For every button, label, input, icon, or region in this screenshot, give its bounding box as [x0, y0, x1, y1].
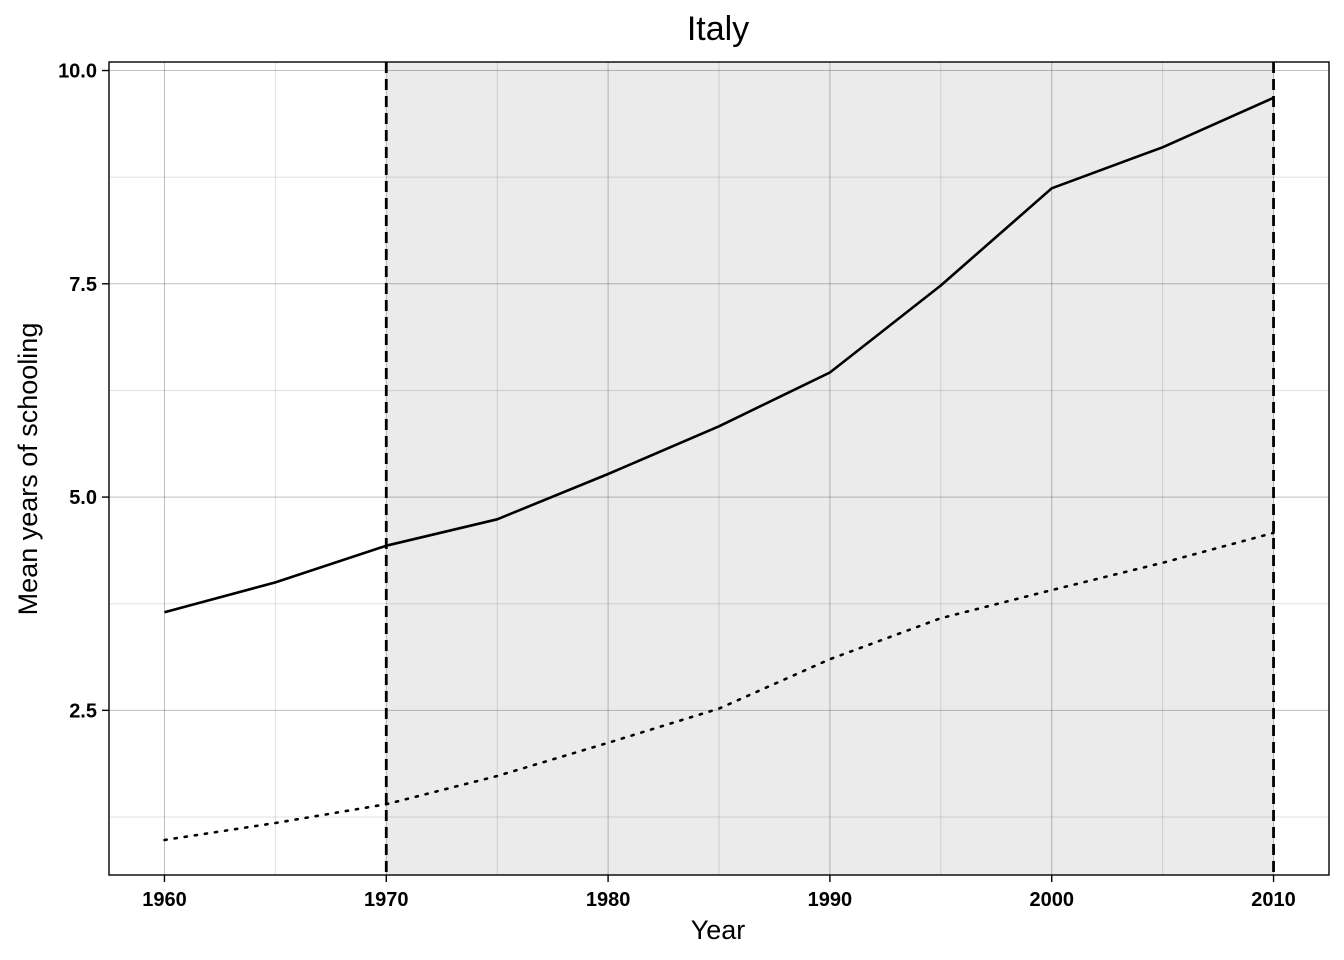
x-tick-label: 1960 [142, 889, 187, 911]
x-axis-title: Year [691, 915, 746, 945]
series-line-1 [164, 96, 1275, 614]
series-line-2 [163, 531, 1275, 842]
y-tick-label: 2.5 [69, 700, 97, 722]
y-tick-label: 5.0 [69, 487, 97, 509]
x-tick-label: 1990 [808, 889, 853, 911]
x-tick-label: 2010 [1251, 889, 1296, 911]
y-axis-title: Mean years of schooling [13, 323, 43, 616]
y-tick-label: 7.5 [69, 274, 97, 296]
plot-area: 1960 1970 1980 1990 2000 2010 2.5 5.0 7.5 10.0 [58, 61, 1330, 911]
x-tick-label: 1980 [586, 889, 631, 911]
y-tick-label: 10.0 [58, 61, 97, 83]
shaded-region [386, 62, 1274, 875]
chart-title: Italy [687, 10, 749, 48]
x-tick-label: 1970 [364, 889, 409, 911]
x-tick-label: 2000 [1029, 889, 1074, 911]
panel-border [108, 61, 1330, 876]
